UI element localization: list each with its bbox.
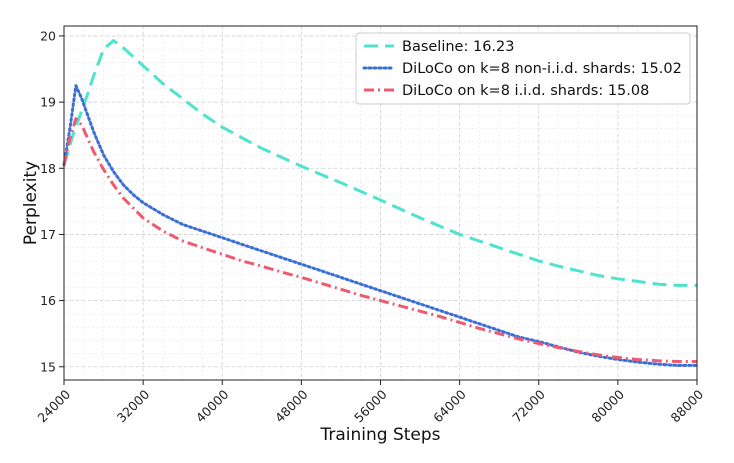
y-tick-label: 17 xyxy=(40,227,56,242)
series-lines xyxy=(62,39,699,367)
legend-label-diloco-iid: DiLoCo on k=8 i.i.d. shards: 15.08 xyxy=(402,83,649,99)
legend-label-baseline: Baseline: 16.23 xyxy=(402,39,514,55)
y-tick-label: 15 xyxy=(40,359,56,374)
x-tick-label: 32000 xyxy=(114,387,153,426)
legend-label-diloco-non-iid: DiLoCo on k=8 non-i.i.d. shards: 15.02 xyxy=(402,61,682,77)
x-tick-label: 56000 xyxy=(351,387,390,426)
x-tick-label: 80000 xyxy=(588,387,627,426)
x-tick-label: 72000 xyxy=(509,387,548,426)
x-tick-label: 88000 xyxy=(667,387,706,426)
series-line-baseline xyxy=(62,39,697,287)
y-tick-label: 19 xyxy=(40,95,56,110)
y-tick-label: 20 xyxy=(40,28,56,43)
series-line-diloco-non-iid xyxy=(62,84,699,367)
legend-box xyxy=(355,32,691,105)
legend: Baseline: 16.23 DiLoCo on k=8 non-i.i.d.… xyxy=(355,32,691,105)
y-tick-label: 16 xyxy=(40,293,56,308)
x-tick-label: 24000 xyxy=(34,387,73,426)
y-axis-label: Perplexity xyxy=(21,161,41,245)
x-tick-label: 40000 xyxy=(193,387,232,426)
y-tick-label: 18 xyxy=(40,161,56,176)
x-tick-label: 64000 xyxy=(430,387,469,426)
x-tick-label: 48000 xyxy=(272,387,311,426)
x-axis-label: Training Steps xyxy=(319,425,440,445)
